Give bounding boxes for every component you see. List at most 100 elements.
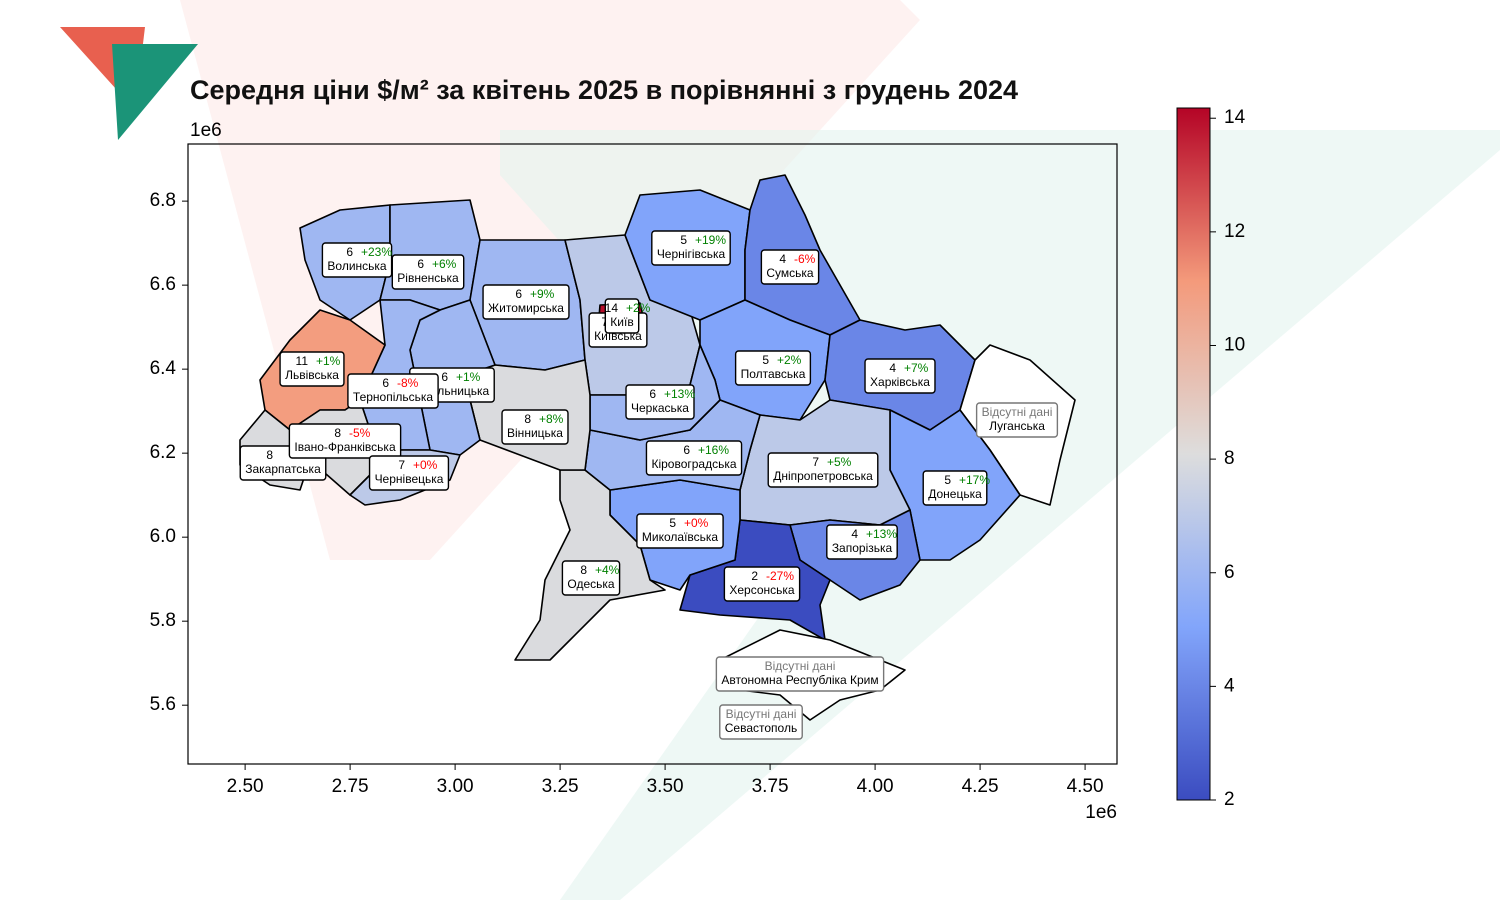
- region-change: +19%: [695, 233, 726, 247]
- region-value: 8: [524, 412, 531, 426]
- label-box: [864, 358, 936, 394]
- label-box: [561, 560, 621, 596]
- region-name: Херсонська: [729, 583, 795, 597]
- region-name: Автономна Республіка Крим: [721, 673, 878, 687]
- x-tick-label: 3.25: [542, 776, 579, 797]
- y-tick-label: 6.0: [150, 526, 176, 547]
- no-data-note: Відсутні дані: [765, 659, 836, 673]
- region-value: 5: [762, 353, 769, 367]
- label-box: [719, 704, 803, 740]
- x-tick-label: 3.50: [647, 776, 684, 797]
- label-box: [975, 402, 1059, 438]
- region-value: 7: [812, 455, 819, 469]
- region-change: +13%: [866, 527, 897, 541]
- region-value: 8: [266, 448, 273, 462]
- region-change: -8%: [397, 376, 419, 390]
- region-value: 4: [779, 252, 786, 266]
- region-name: Дніпропетровська: [773, 469, 873, 483]
- region-change: +6%: [432, 257, 457, 271]
- region-change: +7%: [904, 361, 929, 375]
- region-name: Луганська: [989, 419, 1045, 433]
- region-name: Чернівецька: [375, 472, 444, 486]
- region-value: 6: [346, 245, 353, 259]
- label-box: [288, 423, 402, 459]
- x-tick-label: 3.00: [437, 776, 474, 797]
- label-box: [651, 230, 731, 266]
- region-change: +1%: [456, 370, 481, 384]
- region-change: +9%: [530, 287, 555, 301]
- label-box: [391, 254, 465, 290]
- region-name: Львівська: [285, 368, 339, 382]
- label-box: [645, 440, 743, 476]
- region-name: Севастополь: [725, 721, 797, 735]
- region-name: Черкаська: [631, 401, 689, 415]
- label-box: [482, 284, 570, 320]
- region-change: +2%: [626, 301, 651, 315]
- label-box: [501, 409, 569, 445]
- label-box: [625, 384, 695, 420]
- region-value: 4: [889, 361, 896, 375]
- x-tick-label: 4.00: [857, 776, 894, 797]
- y-tick-label: 5.6: [150, 694, 176, 715]
- region-change: +16%: [698, 443, 729, 457]
- region-change: +17%: [959, 473, 990, 487]
- colorbar-tick-label: 4: [1224, 675, 1235, 696]
- region-name: Житомирська: [488, 301, 564, 315]
- region-value: 6: [382, 376, 389, 390]
- region-change: +13%: [664, 387, 695, 401]
- region-name: Одеська: [567, 577, 615, 591]
- label-box: [723, 566, 801, 602]
- y-tick-label: 6.6: [150, 274, 176, 295]
- region-value: 5: [680, 233, 687, 247]
- region-value: 6: [441, 370, 448, 384]
- region-value: 6: [417, 257, 424, 271]
- region-value: 6: [683, 443, 690, 457]
- label-box: [347, 373, 439, 409]
- label-box: [734, 350, 812, 386]
- colorbar-tick-label: 12: [1224, 221, 1245, 242]
- region-name: Миколаївська: [642, 530, 719, 544]
- y-tick-label: 6.8: [150, 190, 176, 211]
- region-change: +4%: [595, 563, 620, 577]
- region-value: 8: [580, 563, 587, 577]
- no-data-note: Відсутні дані: [726, 707, 797, 721]
- x-tick-label: 2.50: [227, 776, 264, 797]
- chart-title: Середня ціни $/м² за квітень 2025 в порі…: [190, 75, 1018, 105]
- region-name: Харківська: [870, 375, 930, 389]
- x-tick-label: 2.75: [332, 776, 369, 797]
- x-offset-label: 1e6: [1085, 802, 1117, 823]
- label-box: [279, 351, 345, 387]
- region-value: 6: [515, 287, 522, 301]
- region-name: Івано-Франківська: [294, 440, 396, 454]
- region-value: 14: [605, 301, 619, 315]
- label-box: [604, 298, 640, 334]
- region-name: Чернігівська: [657, 247, 726, 261]
- region-value: 11: [296, 354, 309, 368]
- region-name: Кіровоградська: [651, 457, 736, 471]
- region-change: -5%: [349, 426, 371, 440]
- colorbar-tick-label: 14: [1224, 107, 1246, 128]
- no-data-note: Відсутні дані: [982, 405, 1053, 419]
- region-name: Київ: [610, 315, 633, 329]
- x-tick-label: 3.75: [752, 776, 789, 797]
- y-tick-label: 5.8: [150, 610, 176, 631]
- y-tick-label: 6.2: [150, 442, 176, 463]
- region-name: Волинська: [327, 259, 387, 273]
- label-box: [922, 470, 988, 506]
